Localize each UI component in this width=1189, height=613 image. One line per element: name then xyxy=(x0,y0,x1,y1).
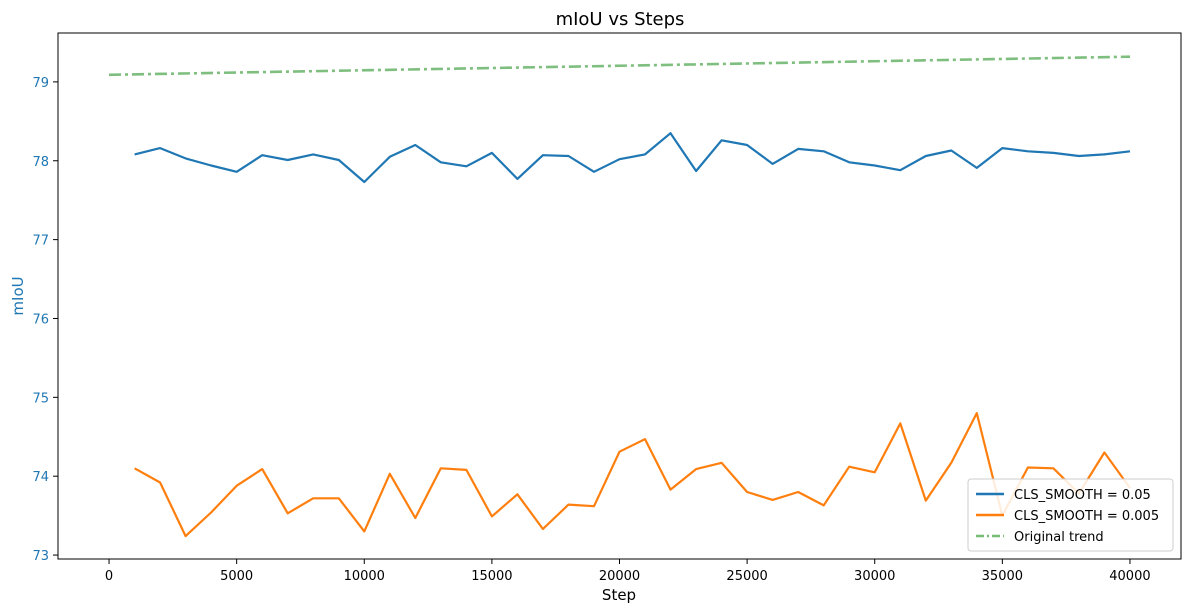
x-tick-label: 10000 xyxy=(344,569,385,584)
x-tick-label: 30000 xyxy=(854,569,895,584)
x-axis: 0 5000 10000 15000 20000 25000 30000 35000 40000 xyxy=(105,559,1151,584)
series-line-3 xyxy=(108,55,1131,77)
y-tick-label: 75 xyxy=(32,391,49,406)
legend: CLS_SMOOTH = 0.05 CLS_SMOOTH = 0.005 Origi… xyxy=(967,478,1174,552)
x-tick-label: 0 xyxy=(105,569,113,584)
legend-label-1: CLS_SMOOTH = 0.05 xyxy=(1014,488,1151,503)
chart-title: mIoU vs Steps xyxy=(556,9,685,30)
legend-box xyxy=(967,478,1174,552)
y-tick-label: 73 xyxy=(32,549,49,564)
x-axis-title: Step xyxy=(602,586,636,604)
legend-label-2: CLS_SMOOTH = 0.005 xyxy=(1014,509,1159,524)
y-tick-label: 76 xyxy=(32,312,49,327)
x-tick-label: 25000 xyxy=(726,569,767,584)
y-tick-label: 77 xyxy=(32,234,49,249)
x-tick-label: 40000 xyxy=(1109,569,1150,584)
x-tick-label: 20000 xyxy=(599,569,640,584)
y-tick-label: 74 xyxy=(32,470,49,485)
y-axis-title: mIoU xyxy=(9,276,27,315)
x-tick-label: 35000 xyxy=(982,569,1023,584)
legend-label-3: Original trend xyxy=(1014,530,1104,545)
y-tick-label: 78 xyxy=(32,155,49,170)
series-line-1 xyxy=(134,132,1131,184)
y-axis: 73 74 75 76 77 78 79 xyxy=(32,76,58,564)
x-tick-label: 5000 xyxy=(220,569,253,584)
y-tick-label: 79 xyxy=(32,76,49,91)
x-tick-label: 15000 xyxy=(471,569,512,584)
series-layer xyxy=(108,55,1131,538)
series-line-2 xyxy=(134,412,1131,538)
